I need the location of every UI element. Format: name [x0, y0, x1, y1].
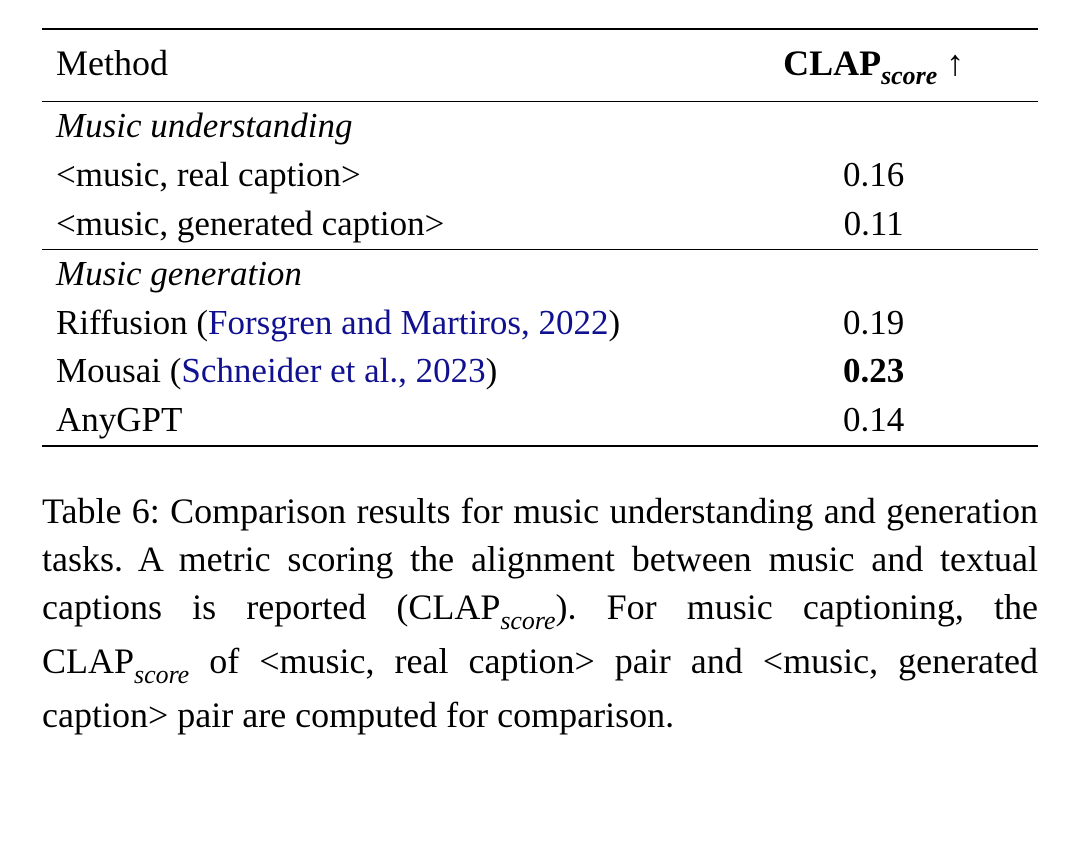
- citation-separator: ,: [521, 303, 539, 342]
- score-direction-arrow: ↑: [946, 43, 964, 83]
- method-name: Mousai: [56, 351, 170, 390]
- table-body: Music understanding<music, real caption>…: [42, 102, 1038, 446]
- score-cell: 0.19: [709, 299, 1038, 348]
- table-row: <music, generated caption> 0.11: [42, 200, 1038, 249]
- caption-sub-2: score: [134, 660, 189, 689]
- caption-label: Table 6:: [42, 491, 160, 531]
- method-cell: Riffusion (Forsgren and Martiros, 2022): [42, 299, 709, 348]
- empty-cell: [709, 249, 1038, 298]
- score-metric-sub: score: [881, 61, 937, 90]
- section-header-row: Music understanding: [42, 102, 1038, 151]
- citation-separator: ,: [398, 351, 416, 390]
- citation-authors[interactable]: Forsgren and Martiros: [208, 303, 521, 342]
- method-cell: <music, real caption>: [42, 151, 709, 200]
- results-table: Method CLAPscore ↑ Music understanding<m…: [42, 28, 1038, 447]
- table-header-row: Method CLAPscore ↑: [42, 29, 1038, 102]
- method-cell: Mousai (Schneider et al., 2023): [42, 347, 709, 396]
- col-header-score: CLAPscore ↑: [709, 29, 1038, 102]
- page: Method CLAPscore ↑ Music understanding<m…: [0, 0, 1080, 859]
- col-header-method-label: Method: [56, 43, 168, 83]
- table-caption: Table 6: Comparison results for music un…: [42, 487, 1038, 740]
- score-value: 0.16: [843, 155, 904, 194]
- method-cell: <music, generated caption>: [42, 200, 709, 249]
- citation-year[interactable]: 2022: [539, 303, 609, 342]
- caption-sub-1: score: [500, 606, 555, 635]
- section-label: Music generation: [42, 249, 709, 298]
- section-label: Music understanding: [42, 102, 709, 151]
- col-header-method: Method: [42, 29, 709, 102]
- method-name: AnyGPT: [56, 400, 182, 439]
- score-metric-name: CLAP: [783, 43, 881, 83]
- score-cell: 0.11: [709, 200, 1038, 249]
- citation-year[interactable]: 2023: [416, 351, 486, 390]
- score-cell: 0.14: [709, 396, 1038, 446]
- score-value: 0.19: [843, 303, 904, 342]
- score-value: 0.14: [843, 400, 904, 439]
- method-name: Riffusion: [56, 303, 196, 342]
- score-cell: 0.23: [709, 347, 1038, 396]
- section-header-row: Music generation: [42, 249, 1038, 298]
- empty-cell: [709, 102, 1038, 151]
- score-value: 0.11: [844, 204, 904, 243]
- caption-text-3: of <music, real caption> pair and <music…: [42, 641, 1038, 735]
- method-cell: AnyGPT: [42, 396, 709, 446]
- table-row: AnyGPT 0.14: [42, 396, 1038, 446]
- table-row: Riffusion (Forsgren and Martiros, 2022) 0…: [42, 299, 1038, 348]
- citation-authors[interactable]: Schneider et al.: [181, 351, 398, 390]
- table-row: <music, real caption> 0.16: [42, 151, 1038, 200]
- table-row: Mousai (Schneider et al., 2023) 0.23: [42, 347, 1038, 396]
- score-value: 0.23: [843, 351, 904, 390]
- score-cell: 0.16: [709, 151, 1038, 200]
